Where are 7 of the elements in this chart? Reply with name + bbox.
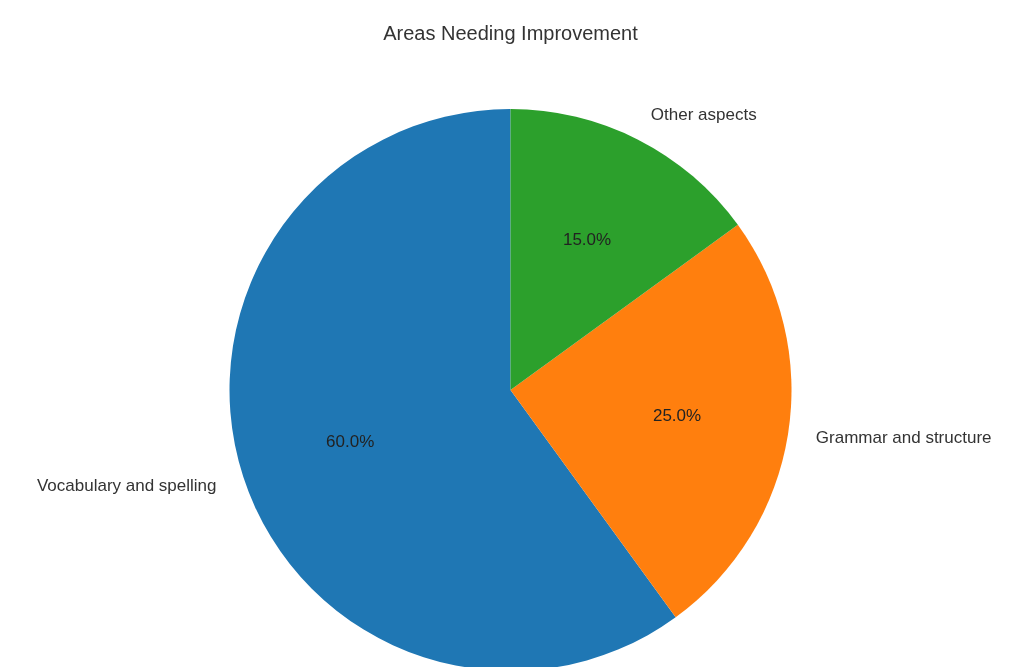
slice-label: Vocabulary and spelling <box>36 475 217 495</box>
data-label: 25.0% <box>652 406 702 426</box>
chart-title: Areas Needing Improvement <box>383 21 639 44</box>
data-label: 15.0% <box>562 229 612 249</box>
data-label: 60.0% <box>326 432 375 452</box>
slice-label: Grammar and structure <box>815 428 992 448</box>
slice-label: Other aspects <box>650 104 757 124</box>
